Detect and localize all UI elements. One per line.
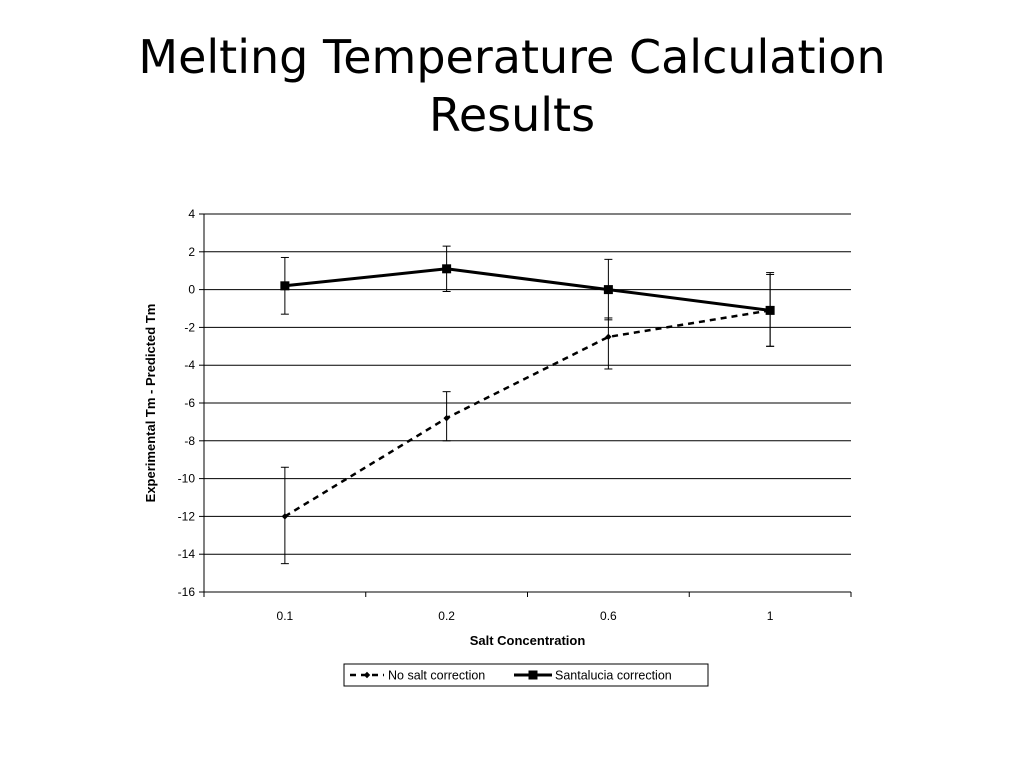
y-tick-label: -10 xyxy=(178,472,196,486)
series-no-salt xyxy=(280,272,775,565)
legend-label-santalucia: Santalucia correction xyxy=(555,669,672,683)
data-point xyxy=(605,333,612,341)
slide-title-line-1: Melting Temperature Calculation xyxy=(138,30,886,84)
legend-label-no-salt: No salt correction xyxy=(388,669,485,683)
legend-marker-santalucia xyxy=(528,670,538,680)
x-tick-label: 1 xyxy=(767,609,774,623)
y-tick-label: -16 xyxy=(178,585,196,599)
series-layer xyxy=(280,245,775,565)
y-tick-label: -6 xyxy=(184,396,195,410)
y-tick-label: 2 xyxy=(188,245,195,259)
x-tick-label: 0.1 xyxy=(277,609,294,623)
slide-title-line-2: Results xyxy=(428,88,596,142)
x-tick-label: 0.2 xyxy=(438,609,455,623)
data-point xyxy=(603,285,613,295)
legend: No salt correction Santalucia correction xyxy=(343,663,709,687)
y-tick-label: -4 xyxy=(184,358,195,372)
y-axis-title: Experimental Tm - Predicted Tm xyxy=(143,304,158,503)
series-line xyxy=(284,309,771,518)
y-tick-label: 0 xyxy=(188,283,195,297)
y-tick-label: -2 xyxy=(184,320,195,334)
legend-marker-no-salt xyxy=(363,671,371,679)
x-tick-label: 0.6 xyxy=(600,609,617,623)
y-tick-label: -8 xyxy=(184,434,195,448)
x-axis-title: Salt Concentration xyxy=(470,633,586,648)
axes: 4 2 0 -2 -4 -6 -8 -10 -12 -14 -16 0.1 0.2 0.6 1 xyxy=(178,207,852,623)
y-tick-label: -14 xyxy=(178,547,196,561)
series-line xyxy=(284,267,771,312)
y-tick-label: 4 xyxy=(188,207,195,221)
data-point xyxy=(280,281,290,291)
gridlines xyxy=(204,213,851,593)
data-point xyxy=(443,414,450,422)
data-point xyxy=(765,305,775,315)
y-tick-label: -12 xyxy=(178,509,196,523)
slide-title: Melting Temperature Calculation Results xyxy=(0,28,1024,144)
data-point xyxy=(281,513,289,520)
data-point xyxy=(442,264,452,274)
series-santalucia xyxy=(280,245,775,347)
